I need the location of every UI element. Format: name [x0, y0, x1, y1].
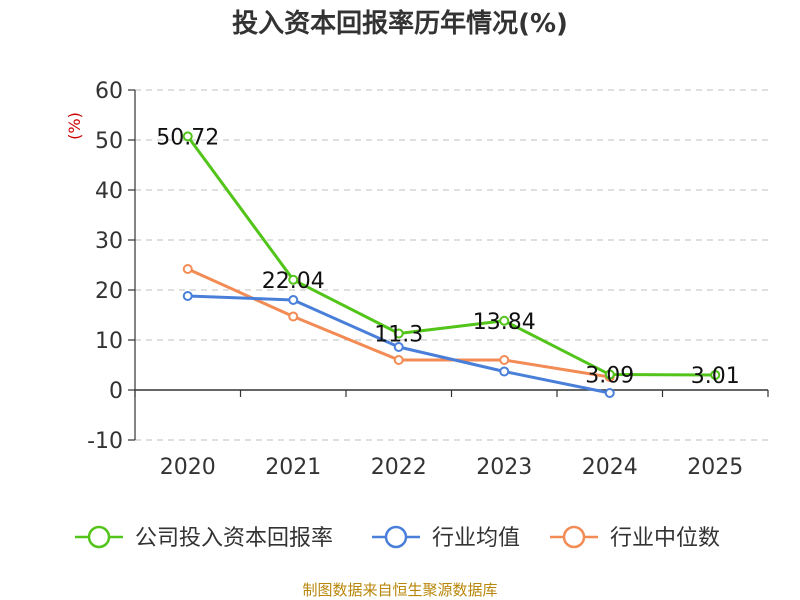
x-tick-label: 2021 — [265, 455, 321, 480]
y-tick-label: 40 — [95, 179, 123, 204]
legend-label: 公司投入资本回报率 — [135, 526, 333, 551]
x-tick-label: 2025 — [687, 455, 743, 480]
data-point — [393, 342, 404, 352]
y-axis-ticks: 60 50 40 30 20 10 0 -10 — [87, 79, 123, 454]
legend-label: 行业中位数 — [610, 526, 720, 551]
series-line — [186, 134, 717, 377]
data-point — [499, 355, 510, 365]
data-labels: 50.72 22.04 11.3 13.84 3.09 3.01 — [156, 125, 739, 389]
x-tick-label: 2022 — [371, 455, 427, 480]
legend-marker — [87, 525, 111, 549]
x-tick-label: 2020 — [160, 455, 216, 480]
series-group — [182, 131, 721, 398]
x-tick-label: 2023 — [476, 455, 532, 480]
legend-label: 行业均值 — [432, 526, 520, 551]
data-point — [182, 264, 193, 274]
data-point — [288, 295, 299, 305]
data-point — [710, 369, 721, 380]
y-axis-unit: (%) — [65, 112, 84, 140]
y-tick-label: -10 — [87, 429, 123, 454]
legend-item[interactable]: 公司投入资本回报率 — [75, 525, 333, 551]
data-point — [499, 315, 510, 326]
data-point — [288, 311, 299, 322]
data-label: 3.01 — [691, 364, 740, 389]
y-tick-label: 0 — [109, 379, 123, 404]
legend-marker — [384, 525, 408, 549]
data-label: 3.09 — [585, 364, 634, 389]
data-point — [499, 366, 510, 377]
x-axis-ticks: 2020 2021 2022 2023 2024 2025 — [160, 455, 744, 480]
data-label: 50.72 — [156, 125, 219, 150]
y-tick-label: 10 — [95, 329, 123, 354]
y-tick-label: 20 — [95, 279, 123, 304]
chart-title: 投入资本回报率历年情况(%) — [232, 8, 568, 39]
source-note: 制图数据来自恒生聚源数据库 — [302, 581, 497, 599]
data-point — [182, 291, 193, 301]
legend: 公司投入资本回报率 行业均值 行业中位数 — [75, 525, 720, 551]
data-label: 13.84 — [473, 310, 536, 335]
y-tick-label: 50 — [95, 129, 123, 154]
x-tick-label: 2024 — [582, 455, 638, 480]
legend-marker — [562, 525, 586, 549]
data-point — [393, 328, 404, 339]
data-point — [182, 131, 193, 142]
y-tick-label: 30 — [95, 229, 123, 254]
legend-item[interactable]: 行业均值 — [372, 525, 520, 551]
axes — [128, 89, 769, 441]
data-point — [288, 274, 299, 285]
grid-lines — [135, 89, 768, 441]
data-label: 11.3 — [374, 323, 423, 348]
data-point — [604, 388, 615, 398]
data-point — [604, 369, 615, 380]
legend-item[interactable]: 行业中位数 — [550, 525, 720, 551]
data-label: 22.04 — [262, 269, 325, 294]
y-tick-label: 60 — [95, 79, 123, 104]
data-point — [393, 355, 404, 365]
